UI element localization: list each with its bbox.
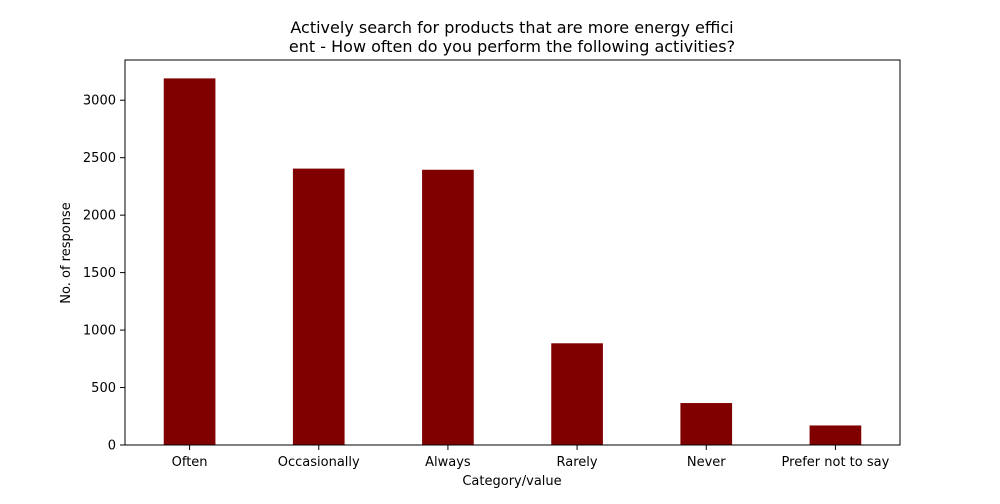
bar-never: [680, 403, 733, 445]
x-tick-label: Often: [172, 455, 208, 470]
y-tick-label: 3000: [83, 94, 116, 109]
y-tick-label: 1500: [83, 266, 116, 281]
chart-title-line-2: ent - How often do you perform the follo…: [289, 37, 735, 56]
bar-always: [422, 169, 474, 446]
y-axis-label: No. of response: [59, 202, 74, 303]
x-tick-label: Always: [425, 455, 471, 470]
y-tick-label: 2000: [83, 209, 116, 224]
bar-often: [163, 78, 216, 445]
bar-occasionally: [292, 168, 345, 445]
chart-title-line-1: Actively search for products that are mo…: [290, 18, 733, 37]
bar-prefer-not-to-say: [809, 425, 862, 445]
y-tick-label: 0: [108, 439, 116, 454]
x-axis-label: Category/value: [462, 474, 561, 489]
plot-frame: [124, 59, 901, 446]
x-tick-label: Occasionally: [278, 455, 360, 470]
y-tick-label: 2500: [83, 151, 116, 166]
x-tick-label: Prefer not to say: [782, 455, 890, 470]
y-tick-label: 1000: [83, 324, 116, 339]
plot-area: Often Occasionally Always Rarely Never Prefer…: [83, 59, 901, 470]
x-tick-label: Rarely: [557, 455, 598, 470]
x-tick-label: Never: [687, 455, 726, 470]
y-tick-label: 500: [91, 381, 116, 396]
bar-rarely: [551, 343, 603, 445]
